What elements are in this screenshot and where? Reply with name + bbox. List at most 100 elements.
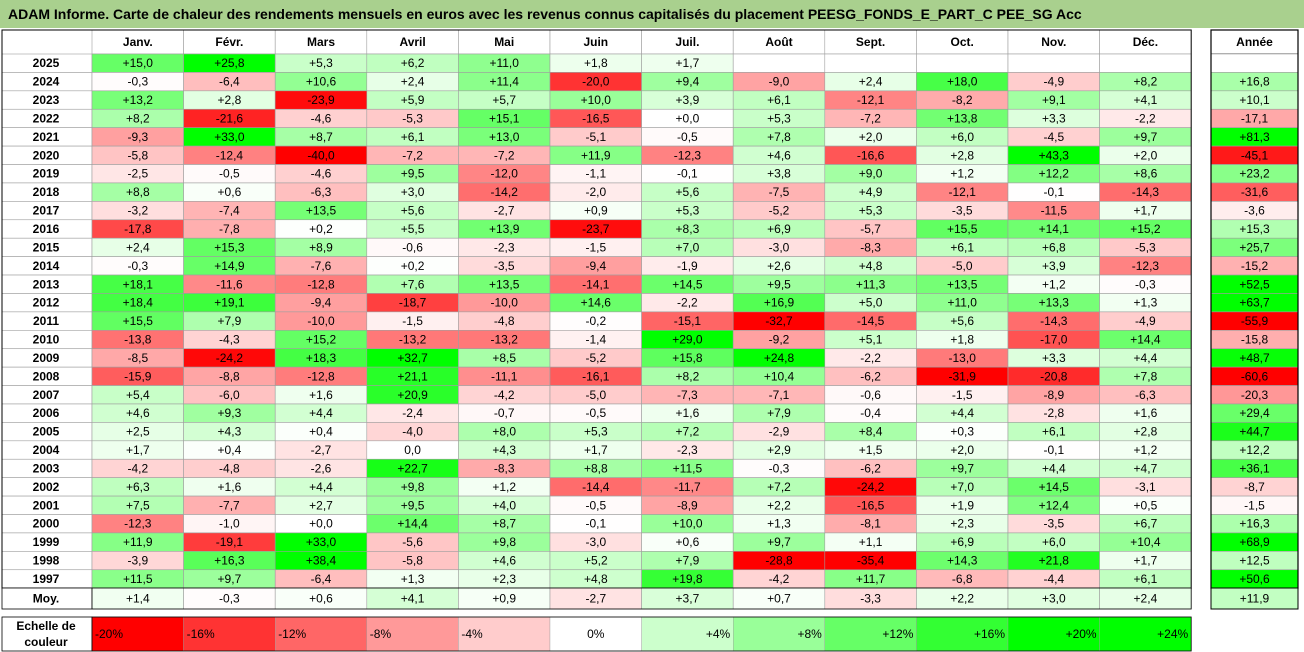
cell-value: -15,9 <box>124 369 152 383</box>
cell-value: -2,2 <box>860 351 881 365</box>
scale-label-cell <box>1 616 93 652</box>
cell-value: -16,6 <box>857 148 885 162</box>
cell-value: +9,7 <box>1134 130 1158 144</box>
cell-value: -5,2 <box>585 351 606 365</box>
cell-value: -2,7 <box>311 443 332 457</box>
scale-swatch <box>366 616 459 652</box>
cell-value: +9,4 <box>676 75 700 89</box>
cell-value: +5,3 <box>676 204 700 218</box>
cell-value: -12,4 <box>216 148 244 162</box>
cell-value: +5,0 <box>859 296 883 310</box>
cell-value: +18,0 <box>947 75 978 89</box>
cell-value: -12,0 <box>491 167 519 181</box>
average-year-value: +11,9 <box>1240 592 1270 606</box>
year-total-value: -17,1 <box>1241 111 1269 125</box>
year-label: 2002 <box>33 480 60 494</box>
year-total-value: -1,5 <box>1244 498 1265 512</box>
year-label: 2020 <box>33 148 60 162</box>
cell-value: +3,8 <box>767 167 791 181</box>
cell-value: +15,2 <box>1130 222 1161 236</box>
average-value: +0,6 <box>309 592 333 606</box>
cell-value: -14,4 <box>582 480 610 494</box>
cell-value: +15,2 <box>306 333 337 347</box>
cell-value: +5,4 <box>126 388 150 402</box>
cell-value: -3,5 <box>494 259 515 273</box>
cell-value: +8,5 <box>492 351 516 365</box>
cell-value: +12,4 <box>1039 498 1070 512</box>
cell-value: -0,1 <box>1043 443 1064 457</box>
month-header: Nov. <box>1041 35 1066 49</box>
cell-value: +9,5 <box>401 167 425 181</box>
cell-value: +5,1 <box>859 333 883 347</box>
month-header: Juin <box>583 35 608 49</box>
cell-value: +5,3 <box>859 204 883 218</box>
cell-value: +4,8 <box>584 572 608 586</box>
cell-value: -23,7 <box>582 222 610 236</box>
cell-value: -8,1 <box>860 517 881 531</box>
cell-value: +11,5 <box>123 572 153 586</box>
cell-value: +18,4 <box>123 296 154 310</box>
cell-value: -8,3 <box>860 240 881 254</box>
cell-value: +15,1 <box>489 111 520 125</box>
month-header-cell <box>916 29 1009 55</box>
cell-value: +1,7 <box>1134 554 1158 568</box>
year-total-value: +44,7 <box>1239 425 1270 439</box>
year-total-value: +12,5 <box>1239 554 1270 568</box>
cell-value: -13,2 <box>399 333 427 347</box>
scale-border <box>91 616 1192 652</box>
cell-value: +8,8 <box>126 185 150 199</box>
year-total-value: +16,3 <box>1239 517 1270 531</box>
cell-value: -2,3 <box>677 443 698 457</box>
cell-value: +2,4 <box>401 75 425 89</box>
cell-value: -0,5 <box>585 498 606 512</box>
scale-step-label: -4% <box>461 627 483 641</box>
cell-value: +2,5 <box>126 425 150 439</box>
year-label: 2007 <box>33 388 60 402</box>
average-value: +0,9 <box>492 592 516 606</box>
cell-value: -0,3 <box>1135 277 1156 291</box>
year-total-value: +48,7 <box>1239 351 1270 365</box>
cell-value: +0,6 <box>676 535 700 549</box>
cell-value: +3,3 <box>1042 351 1066 365</box>
month-header-cell <box>824 29 917 55</box>
cell-value: +16,9 <box>764 296 795 310</box>
scale-step-label: +4% <box>706 627 731 641</box>
cell-value: -7,7 <box>219 498 240 512</box>
cell-value: -2,2 <box>677 296 698 310</box>
cell-value: -24,2 <box>857 480 885 494</box>
cell-value: -11,5 <box>1041 204 1068 218</box>
year-total-value: -31,6 <box>1241 185 1269 199</box>
cell-value: -17,0 <box>1040 333 1068 347</box>
scale-swatch <box>733 616 826 652</box>
cell-value: +4,6 <box>126 406 150 420</box>
cell-value: +15,5 <box>123 314 154 328</box>
year-total-cell <box>1210 53 1299 73</box>
year-total-value: -15,2 <box>1241 259 1269 273</box>
cell-value: -0,1 <box>1043 185 1064 199</box>
cell-value: -0,3 <box>127 75 148 89</box>
cell-value: -0,6 <box>402 240 423 254</box>
cell-value: +9,5 <box>767 277 791 291</box>
cell-value: -8,9 <box>1043 388 1064 402</box>
cell-value: +15,0 <box>123 56 154 70</box>
cell-value: -5,8 <box>127 148 148 162</box>
cell-value: +7,0 <box>676 240 700 254</box>
cell-value: +1,2 <box>492 480 516 494</box>
cell-value: +10,4 <box>1130 535 1161 549</box>
average-value: +2,4 <box>1134 592 1158 606</box>
cell-value: +21,1 <box>397 369 428 383</box>
cell-value: -1,5 <box>585 240 606 254</box>
cell-value: -5,3 <box>402 111 423 125</box>
cell-value: -23,9 <box>307 93 335 107</box>
cell-value: +10,0 <box>581 93 612 107</box>
cell-value: +1,2 <box>950 167 974 181</box>
cell-value: +2,3 <box>492 572 516 586</box>
cell-value: +9,7 <box>767 535 791 549</box>
cell-value: +15,5 <box>947 222 978 236</box>
cell-value: +2,0 <box>1134 148 1158 162</box>
cell-value: +9,7 <box>218 572 242 586</box>
cell-value: +9,3 <box>218 406 242 420</box>
cell-value: +5,3 <box>584 425 608 439</box>
cell-value: -0,1 <box>585 517 606 531</box>
